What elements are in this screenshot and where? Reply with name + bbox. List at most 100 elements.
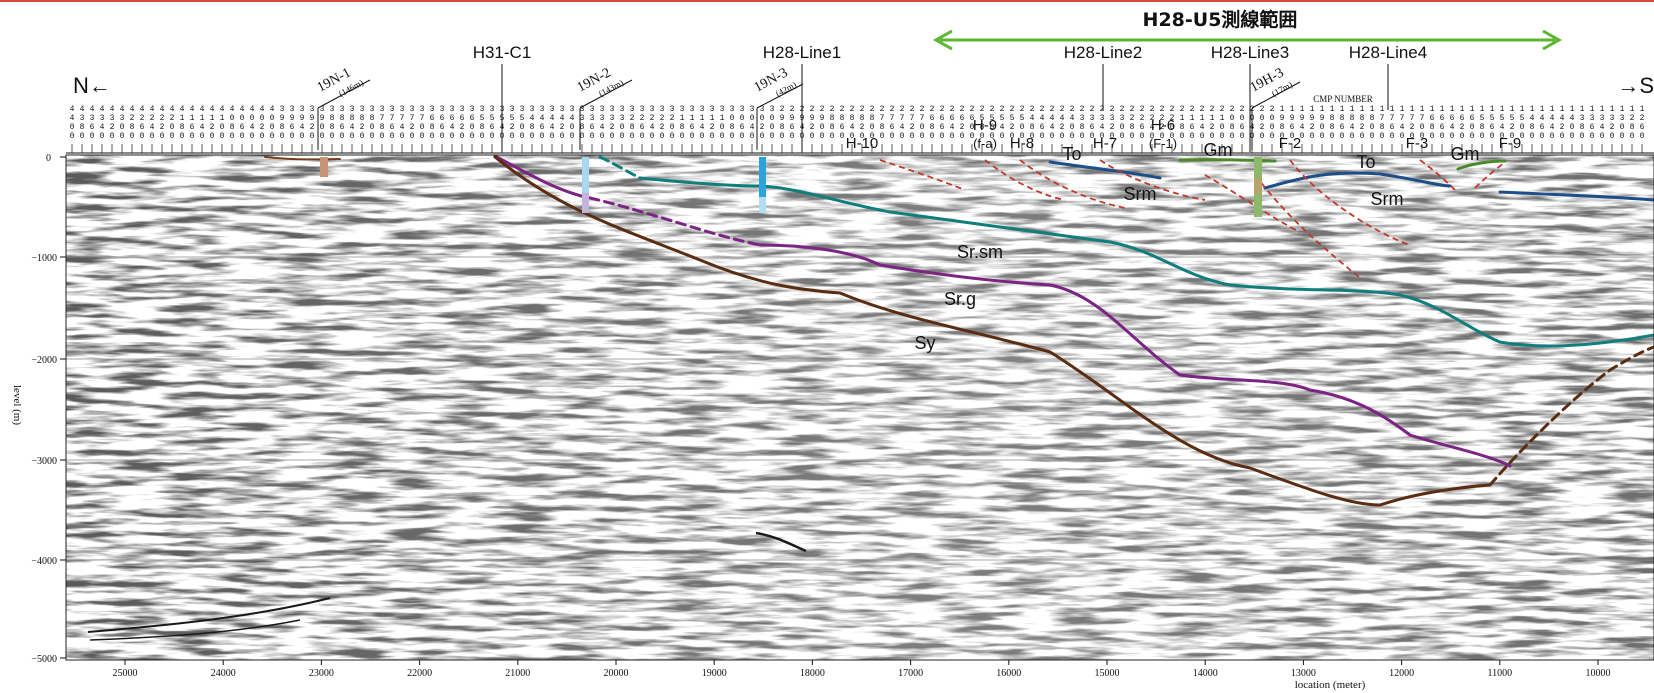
- cmp-digit: 8: [350, 114, 355, 123]
- cmp-digit: 4: [250, 105, 255, 114]
- cmp-digit: 0: [390, 132, 395, 141]
- cmp-digit: 8: [840, 114, 845, 123]
- cmp-digit: 8: [580, 123, 585, 132]
- cmp-digit: 2: [660, 114, 665, 123]
- cmp-digit: 1: [1330, 105, 1335, 114]
- cmp-digit: 3: [610, 114, 615, 123]
- cmp-digit: 0: [1000, 132, 1005, 141]
- cmp-digit: 2: [1100, 105, 1105, 114]
- y-axis: 0 −1000 −2000 −3000 −4000 −5000 level (m…: [11, 153, 66, 665]
- cmp-digit: 3: [1620, 114, 1625, 123]
- cmp-digit: 2: [1270, 105, 1275, 114]
- cmp-digit: 6: [290, 123, 295, 132]
- formation-label: Srm: [1371, 189, 1404, 209]
- cmp-digit: 4: [1040, 114, 1045, 123]
- cmp-digit: 0: [230, 114, 235, 123]
- cmp-digit: 0: [860, 132, 865, 141]
- cmp-digit: 0: [1610, 132, 1615, 141]
- cmp-digit: 2: [510, 123, 515, 132]
- cmp-digit: 8: [1330, 123, 1335, 132]
- cmp-digit: 4: [1550, 114, 1555, 123]
- cmp-digit: 1: [1430, 105, 1435, 114]
- cmp-digit: 0: [470, 123, 475, 132]
- cmp-digit: 2: [1000, 105, 1005, 114]
- cmp-digit: 2: [1070, 105, 1075, 114]
- horizon-shallow: [264, 156, 341, 161]
- cmp-digit: 1: [1590, 105, 1595, 114]
- cmp-digit: 0: [1260, 114, 1265, 123]
- cmp-digit: 2: [1040, 105, 1045, 114]
- cmp-digit: 3: [310, 105, 315, 114]
- cmp-digit: 7: [1400, 114, 1405, 123]
- cmp-digit: 2: [360, 123, 365, 132]
- cmp-digit: 9: [320, 114, 325, 123]
- x-tick-label: 22000: [407, 668, 432, 679]
- x-axis-label: location (meter): [1295, 679, 1366, 691]
- survey-line-label: H28-Line1: [763, 43, 841, 62]
- cmp-digit: 0: [120, 132, 125, 141]
- cmp-digit: 2: [1110, 105, 1115, 114]
- cmp-digit: 1: [720, 114, 725, 123]
- cmp-digit: 0: [1490, 132, 1495, 141]
- cmp-digit: 3: [760, 105, 765, 114]
- cmp-digit: 0: [1280, 132, 1285, 141]
- cmp-digit: 2: [1050, 105, 1055, 114]
- cmp-digit: 0: [550, 132, 555, 141]
- cmp-digit: 0: [90, 132, 95, 141]
- cmp-digit: 3: [370, 105, 375, 114]
- cmp-digit: 3: [500, 105, 505, 114]
- cmp-digit: 3: [540, 105, 545, 114]
- cmp-digit: 2: [1360, 123, 1365, 132]
- cmp-digit: 2: [1060, 123, 1065, 132]
- cmp-digit: 8: [1080, 123, 1085, 132]
- intersection-label: H-6: [1151, 117, 1175, 134]
- cmp-digit: 3: [290, 105, 295, 114]
- cmp-digit: 4: [1150, 123, 1155, 132]
- cmp-digit: 1: [1220, 114, 1225, 123]
- cmp-digit: 3: [720, 105, 725, 114]
- cmp-digit: 0: [710, 132, 715, 141]
- cmp-digit: 2: [820, 105, 825, 114]
- cmp-digit: 0: [300, 132, 305, 141]
- cmp-digit: 0: [330, 132, 335, 141]
- cmp-digit: 0: [160, 132, 165, 141]
- cmp-digit: 3: [390, 105, 395, 114]
- cmp-digit: 2: [1510, 123, 1515, 132]
- cmp-digit: 0: [220, 123, 225, 132]
- cmp-digit: 0: [620, 132, 625, 141]
- cmp-digit: 0: [1300, 132, 1305, 141]
- cmp-digit: 0: [800, 132, 805, 141]
- y-tick-label: 0: [46, 153, 51, 164]
- cmp-digit: 3: [110, 114, 115, 123]
- cmp-digit: 8: [1030, 123, 1035, 132]
- cmp-digit: 0: [1500, 132, 1505, 141]
- cmp-digit: 1: [1200, 114, 1205, 123]
- horizon-srsm: [493, 154, 1512, 468]
- cmp-digit: 0: [1100, 132, 1105, 141]
- cmp-digit: 0: [670, 132, 675, 141]
- cmp-digit: 0: [530, 132, 535, 141]
- cmp-digit: 0: [370, 123, 375, 132]
- cmp-digit: 8: [360, 114, 365, 123]
- cmp-digit: 4: [1530, 114, 1535, 123]
- cmp-digit: 1: [1350, 105, 1355, 114]
- cmp-digit: 4: [260, 105, 265, 114]
- cmp-digit: 6: [890, 123, 895, 132]
- cmp-digit: 2: [630, 114, 635, 123]
- cmp-digit: 1: [1560, 105, 1565, 114]
- cmp-digit: 0: [270, 114, 275, 123]
- cmp-digit: 2: [1160, 114, 1165, 123]
- cmp-digit: 1: [190, 114, 195, 123]
- cmp-digit: 0: [1070, 123, 1075, 132]
- cmp-digit: 1: [1280, 105, 1285, 114]
- well-leaders: [317, 79, 1301, 150]
- cmp-digit: 1: [690, 114, 695, 123]
- cmp-digit: 4: [1540, 114, 1545, 123]
- cmp-digit: 2: [560, 123, 565, 132]
- cmp-digit: 1: [1520, 105, 1525, 114]
- intersection-label: H-9: [973, 117, 997, 134]
- cmp-digit: 8: [430, 123, 435, 132]
- cmp-digit: 9: [280, 114, 285, 123]
- cmp-digit: 2: [1140, 105, 1145, 114]
- range-title: H28-U5測線範囲: [1143, 8, 1298, 31]
